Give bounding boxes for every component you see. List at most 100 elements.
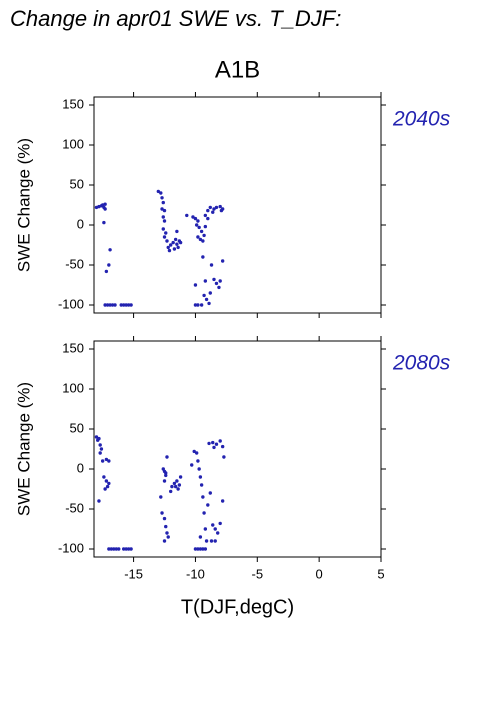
point — [173, 484, 178, 489]
point — [162, 208, 167, 213]
point — [171, 240, 175, 245]
point — [159, 191, 163, 195]
panel-label: 2080s — [392, 352, 451, 375]
y-axis-label: SWE Change (%) — [14, 382, 33, 516]
point — [168, 489, 173, 494]
point — [121, 547, 126, 551]
point — [202, 233, 206, 238]
point — [198, 535, 203, 539]
point — [104, 457, 109, 462]
point — [166, 245, 170, 250]
y-tick-label: 0 — [77, 460, 84, 475]
point — [108, 248, 112, 252]
point — [201, 239, 205, 243]
point — [178, 475, 183, 479]
point — [177, 483, 182, 487]
point — [196, 547, 200, 551]
point — [107, 263, 111, 267]
point — [105, 484, 110, 489]
point — [203, 547, 208, 551]
point — [103, 207, 107, 211]
x-tick-label: -5 — [252, 566, 264, 581]
point — [175, 242, 179, 246]
point — [204, 297, 209, 302]
point — [194, 223, 199, 227]
point — [218, 204, 222, 209]
point — [214, 281, 219, 286]
point — [206, 216, 210, 221]
point — [218, 279, 222, 283]
point — [198, 237, 203, 242]
point — [190, 463, 194, 467]
plot-frame — [93, 340, 382, 558]
point — [212, 207, 216, 211]
point — [162, 219, 167, 223]
point — [202, 293, 206, 298]
point — [97, 499, 101, 503]
point — [161, 200, 165, 205]
x-tick-label: -15 — [124, 566, 143, 581]
point — [160, 207, 164, 211]
point — [208, 205, 212, 210]
point — [162, 516, 167, 521]
point — [196, 303, 200, 307]
point — [164, 471, 168, 475]
point — [119, 303, 123, 307]
point — [173, 237, 178, 242]
point — [212, 277, 216, 282]
point — [107, 481, 111, 486]
point — [194, 451, 199, 455]
y-tick-label: -100 — [58, 540, 84, 555]
point — [197, 225, 201, 230]
point — [103, 487, 107, 491]
point — [201, 255, 205, 259]
point — [162, 539, 167, 543]
point — [112, 547, 116, 551]
point — [156, 189, 161, 194]
y-axis-label: SWE Change (%) — [14, 138, 33, 272]
point — [193, 303, 198, 307]
y-tick-label: 50 — [70, 420, 84, 435]
point — [124, 303, 128, 307]
point — [94, 435, 99, 439]
y-tick-label: 150 — [62, 340, 84, 355]
point — [214, 205, 219, 210]
point — [102, 475, 106, 479]
point — [185, 213, 189, 218]
point — [102, 220, 106, 225]
page-title: Change in apr01 SWE vs. T_DJF: — [10, 6, 341, 31]
point — [207, 441, 211, 446]
y-tick-label: -50 — [65, 256, 84, 271]
point — [206, 503, 210, 507]
point — [104, 269, 109, 274]
point — [204, 539, 209, 543]
point — [216, 531, 220, 535]
point — [160, 511, 164, 515]
y-tick-label: 50 — [70, 176, 84, 191]
point — [199, 229, 204, 234]
point — [191, 215, 195, 219]
point — [107, 459, 111, 463]
point — [198, 475, 203, 479]
point — [201, 495, 205, 499]
point — [126, 547, 131, 551]
y-tick-label: 150 — [62, 96, 84, 111]
point — [100, 459, 105, 463]
point — [109, 547, 114, 551]
point — [167, 248, 172, 253]
y-tick-label: -50 — [65, 500, 84, 515]
point — [217, 285, 221, 290]
point — [196, 219, 200, 223]
x-tick-label: 5 — [377, 566, 384, 581]
point — [176, 487, 180, 491]
point — [164, 231, 168, 235]
point — [192, 449, 196, 454]
point — [211, 523, 215, 527]
point — [208, 291, 212, 295]
point — [208, 491, 212, 495]
x-tick-label: 0 — [316, 566, 323, 581]
point — [214, 442, 219, 446]
point — [160, 196, 164, 200]
point — [218, 439, 222, 443]
